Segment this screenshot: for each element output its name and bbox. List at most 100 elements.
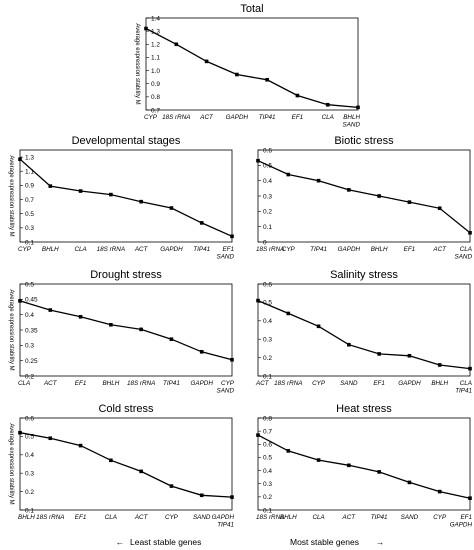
- data-point: [316, 324, 321, 329]
- x-tick-label: TIP41: [163, 380, 180, 387]
- y-tick-label: 0.3: [263, 337, 272, 344]
- y-tick-label: 0.5: [25, 434, 34, 441]
- x-tick-line: GAPDH: [212, 514, 235, 521]
- data-point: [230, 357, 234, 362]
- y-tick-label: 0.4: [263, 468, 272, 475]
- y-tick-label: 0.7: [151, 107, 160, 114]
- data-point: [230, 495, 234, 499]
- x-tick-label: 18S rRNA: [36, 514, 64, 521]
- x-tick-label: BHLH: [42, 246, 59, 253]
- footer-right-arrow: →: [376, 537, 385, 547]
- x-tick-label: ACT: [255, 380, 270, 387]
- x-tick-label: BHLH: [280, 514, 297, 521]
- x-tick-line: CLA: [18, 380, 30, 387]
- x-tick-line: GAPDH: [338, 246, 361, 253]
- x-tick-line: CLA: [322, 114, 334, 121]
- x-tick-label: GAPDH: [191, 380, 214, 387]
- y-tick-label: 0.4: [25, 312, 34, 319]
- y-tick-label: 0.1: [25, 507, 34, 514]
- data-point: [18, 430, 22, 435]
- data-point: [109, 322, 113, 327]
- data-point: [256, 158, 260, 163]
- x-tick-label: CYP: [165, 514, 179, 521]
- y-tick-label: 0.7: [25, 197, 34, 204]
- y-tick-label: 0.8: [151, 94, 160, 101]
- chart-title: Heat stress: [336, 403, 392, 415]
- data-point: [18, 299, 22, 303]
- data-point: [199, 349, 204, 354]
- x-tick-line: ACT: [134, 514, 149, 521]
- y-tick-label: 0.4: [25, 452, 34, 459]
- series-line: [19, 432, 233, 498]
- y-axis-label: Average expression stability M: [8, 423, 14, 504]
- x-tick-line: CLA: [460, 246, 472, 253]
- y-axis-label: Average expression stability M: [8, 289, 14, 370]
- x-tick-line: CLA: [74, 246, 86, 253]
- x-tick-line: SAND: [455, 254, 473, 261]
- series-line: [145, 27, 359, 109]
- x-tick-line: CYP: [221, 380, 235, 387]
- plot-area: [257, 417, 471, 511]
- x-tick-line: BHLH: [102, 380, 119, 387]
- data-point: [347, 188, 351, 192]
- series-line: [19, 300, 233, 361]
- x-tick-line: GAPDH: [160, 246, 183, 253]
- x-tick-line: EF1: [373, 380, 385, 387]
- chart-drought-stress: Drought stress 0.5 0.45 0.4 0.35 0.3 0.25 0.2 Av…: [8, 269, 235, 395]
- chart-title: Cold stress: [98, 403, 154, 415]
- footer-least-stable-label: Least stable genes: [130, 537, 201, 547]
- data-point: [18, 157, 22, 161]
- x-tick-label: CYP: [282, 246, 296, 253]
- x-tick-line: EF1: [222, 246, 234, 253]
- y-tick-label: 0.35: [25, 327, 38, 334]
- x-tick-label: GAPDH: [338, 246, 361, 253]
- plot-area: [257, 149, 471, 243]
- y-tick-label: 0.9: [25, 183, 34, 190]
- data-point: [468, 366, 472, 371]
- x-tick-line: SAND: [340, 380, 358, 387]
- x-tick-line: ACT: [342, 514, 357, 521]
- x-tick-line: CYP: [282, 246, 296, 253]
- x-tick-line: GAPDH: [191, 380, 214, 387]
- x-tick-label: TIP41: [259, 114, 276, 121]
- x-tick-label: EF1: [373, 380, 385, 387]
- x-tick-label: GAPDH TIP41: [212, 514, 235, 529]
- data-point: [48, 308, 53, 312]
- plot-area: [19, 149, 233, 243]
- x-tick-label: BHLH: [431, 380, 448, 387]
- data-point: [169, 337, 174, 341]
- x-tick-label: CLA SAND: [455, 246, 473, 261]
- x-tick-label: CLA: [105, 514, 117, 521]
- y-tick-label: 0.2: [263, 209, 272, 216]
- y-tick-label: 0.2: [263, 355, 272, 362]
- x-tick-line: SAND: [343, 122, 361, 129]
- y-tick-label: 1.3: [25, 154, 34, 161]
- plot-area: [19, 417, 233, 511]
- data-point: [174, 42, 179, 47]
- data-point: [437, 363, 442, 367]
- x-tick-line: CYP: [312, 380, 326, 387]
- data-point: [169, 484, 174, 488]
- x-tick-label: CYP: [312, 380, 326, 387]
- y-tick-label: 0.5: [25, 211, 34, 218]
- y-tick-label: 0.4: [263, 178, 272, 185]
- x-tick-line: TIP41: [163, 380, 180, 387]
- x-tick-label: GAPDH: [226, 114, 249, 121]
- y-tick-label: 1.1: [151, 55, 160, 62]
- y-tick-label: 0.2: [25, 373, 34, 380]
- y-tick-label: 0.6: [263, 281, 272, 288]
- x-tick-label: BHLH: [371, 246, 388, 253]
- y-tick-label: 0.45: [25, 297, 38, 304]
- data-point: [468, 231, 472, 235]
- x-tick-line: SAND: [193, 514, 211, 521]
- x-tick-label: CLA TIP41: [455, 380, 472, 395]
- x-tick-line: SAND: [217, 254, 235, 261]
- data-point: [286, 449, 291, 453]
- x-tick-label: CLA: [74, 246, 86, 253]
- chart-panels: Total 1.4 1.3 1.2 1.1 1.0 0.9 0.8 0.7 Average exp…: [8, 3, 472, 529]
- chart-title: Biotic stress: [334, 135, 394, 147]
- chart-title: Developmental stages: [72, 135, 181, 147]
- y-tick-label: 0.5: [263, 300, 272, 307]
- x-tick-line: 18S rRNA: [127, 380, 155, 387]
